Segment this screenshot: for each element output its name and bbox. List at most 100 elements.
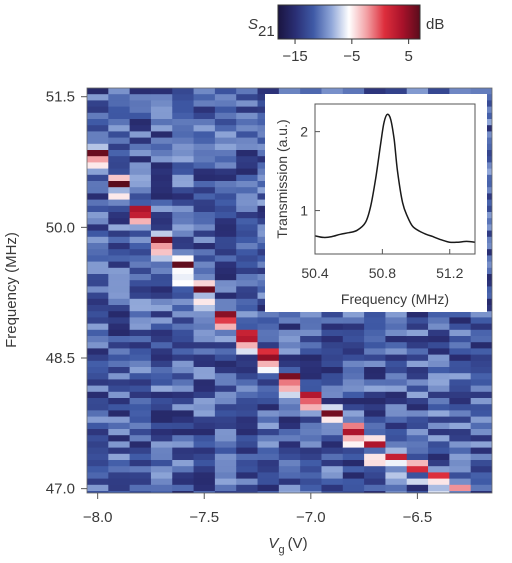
heatmap-cell <box>257 453 280 461</box>
heatmap-cell <box>193 478 216 486</box>
heatmap-cell <box>385 416 408 424</box>
heatmap-cell <box>108 100 131 107</box>
heatmap-cell <box>129 466 152 473</box>
x-tick-label: −7.0 <box>296 509 326 526</box>
heatmap-cell <box>87 143 109 151</box>
heatmap-cell <box>278 416 301 424</box>
heatmap-cell <box>193 112 216 120</box>
heatmap-cell <box>470 311 492 318</box>
heatmap-cell <box>236 305 258 312</box>
heatmap-cell <box>428 329 450 337</box>
heatmap-cell <box>129 391 152 399</box>
heatmap-cell <box>385 354 408 362</box>
heatmap-cell <box>129 137 152 145</box>
heatmap-cell <box>342 441 365 448</box>
heatmap-cell <box>150 286 173 293</box>
heatmap-cell <box>278 342 301 349</box>
heatmap-cell <box>150 280 173 287</box>
heatmap-cell <box>449 367 472 374</box>
heatmap-cell <box>449 329 472 337</box>
heatmap-cell <box>364 460 386 467</box>
heatmap-cell <box>150 466 173 473</box>
heatmap-cell <box>257 491 280 493</box>
heatmap-cell <box>193 131 216 138</box>
heatmap-cell <box>214 205 237 213</box>
heatmap-cell <box>321 422 344 430</box>
heatmap-cell <box>470 360 492 368</box>
heatmap-cell <box>129 422 152 430</box>
heatmap-cell <box>150 336 173 343</box>
heatmap-cell <box>470 342 492 349</box>
plot-frame <box>86 87 493 494</box>
heatmap-cell <box>193 143 216 151</box>
heatmap-cell <box>214 280 237 287</box>
heatmap-cell <box>406 329 429 337</box>
heatmap-cell <box>129 112 152 120</box>
heatmap-cell <box>193 317 216 324</box>
heatmap-cell <box>342 429 365 436</box>
heatmap-cell <box>449 323 472 331</box>
heatmap-cell <box>214 106 237 114</box>
heatmap-cell <box>214 317 237 324</box>
heatmap-cell <box>236 311 258 318</box>
colorbar-tick-label: −5 <box>343 48 360 65</box>
heatmap-cell <box>129 348 152 355</box>
heatmap-cell <box>257 348 280 355</box>
heatmap-cell <box>364 441 386 448</box>
heatmap-cell <box>278 478 301 486</box>
heatmap-cell <box>214 100 237 107</box>
heatmap-cell <box>108 317 131 324</box>
heatmap-cell <box>108 484 131 492</box>
heatmap-cell <box>129 106 152 114</box>
heatmap-cell <box>278 466 301 473</box>
heatmap-cell <box>470 391 492 399</box>
heatmap-cell <box>406 422 429 430</box>
heatmap-cell <box>87 404 109 411</box>
heatmap-cell <box>236 398 258 405</box>
heatmap-cell <box>257 460 280 467</box>
heatmap-cell <box>172 100 194 107</box>
heatmap-cell <box>150 249 173 256</box>
heatmap-cell <box>385 329 408 337</box>
heatmap-cell <box>214 435 237 442</box>
heatmap-cell <box>129 255 152 262</box>
heatmap-cell <box>236 429 258 436</box>
heatmap-cell <box>172 348 194 355</box>
x-tick-label: −8.0 <box>83 509 113 526</box>
heatmap-cell <box>278 336 301 343</box>
heatmap-cell <box>428 416 450 424</box>
heatmap-cell <box>449 373 472 380</box>
heatmap-cell <box>193 435 216 442</box>
heatmap-cell <box>129 286 152 293</box>
heatmap-cell <box>108 143 131 151</box>
heatmap-cell <box>236 478 258 486</box>
heatmap-cell <box>108 274 131 281</box>
heatmap-cell <box>385 323 408 331</box>
heatmap-cell <box>236 391 258 399</box>
heatmap-cell <box>321 435 344 442</box>
heatmap-cell <box>108 236 131 244</box>
heatmap-cell <box>150 224 173 231</box>
heatmap-cell <box>406 441 429 448</box>
heatmap-cell <box>321 354 344 362</box>
heatmap-cell <box>428 88 450 95</box>
heatmap-cell <box>150 484 173 492</box>
heatmap-cell <box>236 466 258 473</box>
heatmap-cell <box>193 342 216 349</box>
heatmap-cell <box>214 298 237 306</box>
heatmap-cell <box>150 416 173 424</box>
heatmap-cell <box>428 398 450 405</box>
heatmap-cell <box>87 292 109 300</box>
heatmap-cell <box>449 385 472 393</box>
heatmap-cell <box>87 311 109 318</box>
heatmap-cell <box>385 410 408 417</box>
heatmap-cell <box>172 435 194 442</box>
heatmap-cell <box>470 323 492 331</box>
heatmap-cell <box>193 416 216 424</box>
heatmap-cell <box>172 453 194 461</box>
heatmap-cell <box>129 323 152 331</box>
heatmap-cell <box>236 274 258 281</box>
heatmap-cell <box>214 119 237 126</box>
heatmap-cell <box>172 243 194 250</box>
heatmap-cell <box>385 491 408 493</box>
